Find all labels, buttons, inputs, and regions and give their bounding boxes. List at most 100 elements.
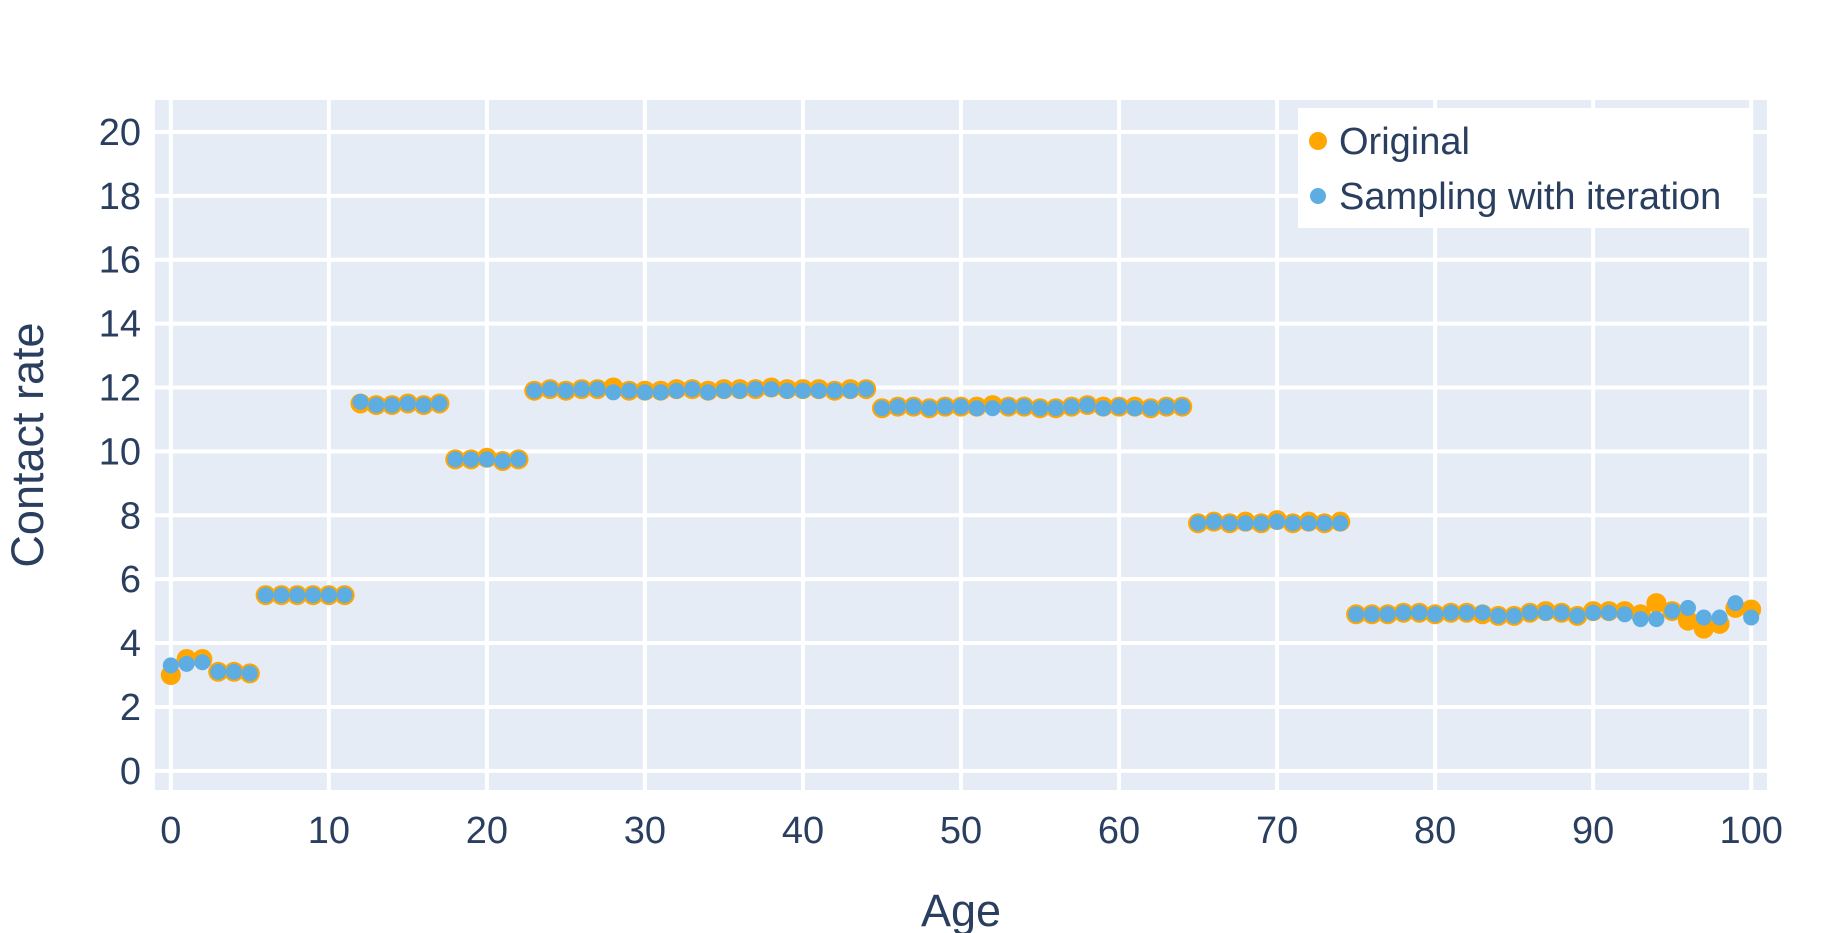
point-sampling [1142, 400, 1159, 417]
point-sampling [273, 587, 290, 604]
point-sampling [858, 381, 875, 398]
point-sampling [573, 381, 590, 398]
point-sampling [289, 587, 306, 604]
point-sampling [1079, 397, 1096, 414]
legend-marker-sampling [1310, 188, 1326, 204]
legend-marker-original [1309, 132, 1327, 150]
point-sampling [1237, 515, 1254, 532]
point-sampling [542, 381, 559, 398]
point-sampling [494, 452, 511, 469]
x-tick-label: 40 [782, 810, 824, 852]
point-sampling [194, 654, 211, 671]
x-tick-label: 10 [308, 810, 350, 852]
point-sampling [842, 382, 859, 399]
x-tick-label: 60 [1098, 810, 1140, 852]
point-sampling [1174, 398, 1191, 415]
legend: Original Sampling with iteration [1298, 108, 1750, 228]
x-tick-label: 20 [466, 810, 508, 852]
point-sampling [1205, 513, 1222, 530]
point-sampling [431, 395, 448, 412]
point-original [1677, 610, 1698, 631]
point-sampling [968, 400, 985, 417]
point-sampling [684, 381, 701, 398]
x-tick-label: 100 [1719, 810, 1782, 852]
point-sampling [1316, 515, 1333, 532]
point-sampling [1727, 595, 1744, 612]
point-sampling [162, 657, 179, 674]
point-sampling [1047, 400, 1064, 417]
point-sampling [826, 382, 843, 399]
point-sampling [1600, 604, 1617, 621]
point-sampling [1000, 398, 1017, 415]
point-sampling [1126, 400, 1143, 417]
data-points [160, 377, 1762, 685]
point-sampling [257, 587, 274, 604]
y-tick-label: 16 [99, 240, 141, 282]
point-sampling [1632, 611, 1649, 628]
y-tick-label: 14 [99, 304, 141, 346]
point-sampling [1221, 515, 1238, 532]
point-sampling [589, 381, 606, 398]
point-sampling [621, 382, 638, 399]
point-sampling [636, 384, 653, 401]
point-sampling [905, 398, 922, 415]
point-sampling [1063, 398, 1080, 415]
point-sampling [700, 384, 717, 401]
point-sampling [447, 451, 464, 468]
point-sampling [1300, 515, 1317, 532]
point-sampling [415, 397, 432, 414]
point-sampling [399, 395, 416, 412]
point-sampling [1585, 604, 1602, 621]
point-sampling [605, 384, 622, 401]
point-sampling [1032, 400, 1049, 417]
point-sampling [178, 655, 195, 672]
x-tick-label: 30 [624, 810, 666, 852]
x-tick-label: 50 [940, 810, 982, 852]
x-tick-label: 90 [1572, 810, 1614, 852]
y-tick-label: 10 [99, 431, 141, 473]
point-sampling [1553, 604, 1570, 621]
point-sampling [1695, 609, 1712, 626]
point-sampling [1537, 604, 1554, 621]
point-sampling [526, 382, 543, 399]
point-sampling [1458, 604, 1475, 621]
point-sampling [1711, 609, 1728, 626]
point-sampling [715, 382, 732, 399]
point-sampling [1664, 603, 1681, 620]
point-sampling [1411, 604, 1428, 621]
point-sampling [1427, 606, 1444, 623]
legend-label-sampling: Sampling with iteration [1339, 176, 1721, 218]
legend-background [1298, 108, 1750, 228]
y-axis-label: Contact rate [2, 322, 53, 567]
point-sampling [1016, 398, 1033, 415]
point-sampling [320, 587, 337, 604]
x-tick-label: 80 [1414, 810, 1456, 852]
point-sampling [1348, 606, 1365, 623]
y-tick-label: 20 [99, 112, 141, 154]
point-sampling [779, 382, 796, 399]
y-tick-label: 4 [120, 623, 141, 665]
point-sampling [921, 400, 938, 417]
point-sampling [1379, 606, 1396, 623]
point-sampling [352, 393, 369, 410]
point-sampling [1616, 606, 1633, 623]
point-sampling [1395, 604, 1412, 621]
x-axis-label: Age [921, 885, 1001, 933]
point-sampling [1284, 515, 1301, 532]
legend-label-original: Original [1339, 121, 1470, 163]
y-tick-label: 8 [120, 495, 141, 537]
point-sampling [1332, 515, 1349, 532]
point-sampling [953, 398, 969, 415]
point-sampling [810, 382, 827, 399]
point-sampling [1190, 515, 1207, 532]
point-sampling [305, 587, 322, 604]
point-sampling [873, 400, 890, 417]
point-sampling [1679, 599, 1696, 616]
point-sampling [889, 398, 906, 415]
point-sampling [336, 587, 353, 604]
point-sampling [652, 384, 669, 401]
point-sampling [1648, 611, 1665, 628]
point-sampling [763, 381, 780, 398]
point-sampling [241, 665, 258, 682]
y-gridlines [155, 129, 1767, 773]
